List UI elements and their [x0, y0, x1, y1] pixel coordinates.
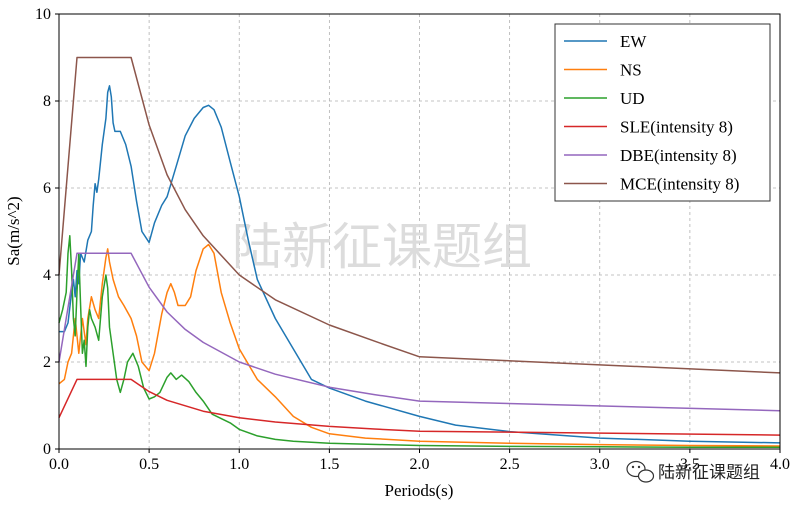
legend-label: NS	[620, 61, 642, 80]
legend-label: UD	[620, 89, 645, 108]
x-tick-label: 1.5	[319, 456, 339, 473]
series-line-ew	[59, 85, 781, 444]
series-line-ns	[58, 243, 781, 447]
legend-label: MCE(intensity 8)	[620, 175, 739, 194]
x-tick-label: 2.0	[410, 456, 430, 473]
x-tick-label: 4.0	[770, 456, 790, 473]
series-group	[58, 56, 781, 449]
wechat-icon	[626, 460, 655, 483]
y-tick-label: 10	[35, 6, 51, 23]
y-tick-label: 4	[43, 267, 51, 284]
y-tick-label: 8	[43, 93, 51, 110]
x-axis-label: Periods(s)	[385, 481, 454, 500]
y-axis-label: Sa(m/s^2)	[4, 196, 23, 265]
x-tick-label: 3.5	[680, 456, 700, 473]
series-line-dbe-intensity-8	[58, 252, 781, 412]
watermark-main-text: 陆新征课题组	[232, 218, 532, 276]
series-line-sle-intensity-8	[58, 378, 781, 436]
corner-watermark: 陆新征课题组	[626, 460, 760, 483]
y-tick-label: 0	[43, 441, 51, 458]
x-tick-label: 3.0	[590, 456, 610, 473]
y-tick-label: 6	[43, 180, 51, 197]
legend-label: SLE(intensity 8)	[620, 118, 733, 137]
x-tick-label: 0.5	[139, 456, 159, 473]
y-tick-label: 2	[43, 354, 51, 371]
x-tick-label: 1.0	[229, 456, 249, 473]
ticks: 0.0 0.5 1.0 1.5 2.0 2.5 3.0 3.5 4.0 0 2 4 6 8 10	[35, 6, 790, 473]
legend-label: EW	[620, 32, 647, 51]
watermark: 陆新征课题组	[232, 218, 532, 276]
x-tick-label: 0.0	[49, 456, 69, 473]
series-line-mce-intensity-8	[58, 56, 781, 374]
legend-box	[554, 23, 771, 202]
legend: EW NS UD SLE(intensity 8) DBE(intensity 8) MC…	[554, 23, 771, 202]
corner-watermark-text: 陆新征课题组	[658, 463, 760, 483]
x-tick-label: 2.5	[500, 456, 520, 473]
legend-label: DBE(intensity 8)	[620, 146, 737, 165]
